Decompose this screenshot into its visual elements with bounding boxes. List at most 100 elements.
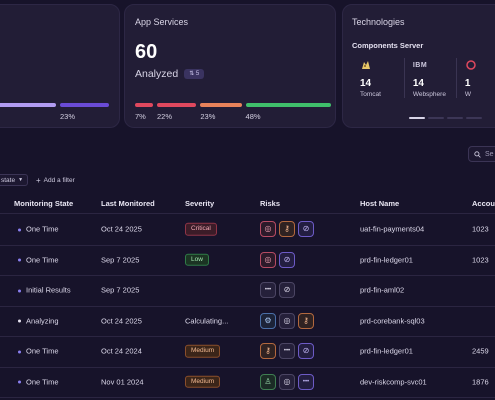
risk-icon[interactable]: ⚷ <box>298 312 314 329</box>
tech-item-websphere[interactable]: IBM 14 Websphere <box>403 58 450 98</box>
status-dot-icon <box>18 380 21 384</box>
severity-badge: Medium <box>185 375 221 388</box>
host-name[interactable]: uat-fin-payments04 <box>360 224 425 234</box>
column-account[interactable]: Accou <box>472 199 495 208</box>
column-severity[interactable]: Severity <box>185 199 215 208</box>
tech-name: Tomcat <box>360 91 381 98</box>
monitoring-state: One Time <box>18 377 59 386</box>
host-name[interactable]: dev-riskcomp-svc01 <box>360 377 427 386</box>
host-name[interactable]: prd-corebank-sql03 <box>360 316 425 325</box>
table-row[interactable]: One Time Oct 24 2024 Medium ⚷ ••• ⊘ prd-fin-le… <box>0 336 495 366</box>
risk-icon[interactable]: ••• <box>260 282 276 298</box>
severity-badge: Medium <box>185 344 221 358</box>
table-row[interactable]: One Time Sep 7 2025 Low ◎ ⊘ prd-fin-ledger01 1… <box>0 245 495 275</box>
last-monitored: Sep 7 2025 <box>101 255 140 264</box>
card-title: Technologies <box>352 17 405 27</box>
risk-icon[interactable]: ••• <box>279 343 295 359</box>
carousel-dot[interactable] <box>409 117 425 119</box>
app-services-card[interactable]: App Services 60 Analyzed ⇅ 5 7% 22% 23% 48% <box>124 4 336 128</box>
tech-count: 1 <box>464 78 471 89</box>
monitoring-state: Initial Results <box>18 286 71 295</box>
carousel-dot[interactable] <box>428 117 444 119</box>
risk-icon[interactable]: ⚙ <box>260 312 276 329</box>
severity-text: Calculating... <box>185 316 229 325</box>
table-row[interactable]: One Time Oct 24 2025 Critical ◎ ⚷ ⊘ uat-fin-pa… <box>0 214 495 244</box>
tech-logo-icon <box>465 58 495 72</box>
tech-item-tomcat[interactable]: 14 Tomcat <box>352 58 398 98</box>
progress-segment <box>0 103 56 107</box>
severity-segment <box>135 103 153 107</box>
tech-name: W <box>464 91 472 98</box>
risk-icon[interactable]: ⚷ <box>260 343 276 359</box>
tech-item-partial[interactable]: 1 W <box>455 58 495 98</box>
column-last-monitored[interactable]: Last Monitored <box>101 199 155 208</box>
add-filter-button[interactable]: + Add a filter <box>36 175 75 185</box>
risk-icon[interactable]: ••• <box>298 373 314 390</box>
host-name[interactable]: prd-fin-ledger01 <box>360 255 413 264</box>
table-row[interactable]: One Time Nov 01 2024 Medium ♙ ◎ ••• dev-riskco… <box>0 367 495 397</box>
status-dot-icon <box>18 228 21 232</box>
status-dot-icon <box>18 258 21 262</box>
host-name[interactable]: prd-fin-ledger01 <box>360 346 413 356</box>
risk-icon[interactable]: ♙ <box>260 373 276 390</box>
risk-icons: ◎ ⚷ ⊘ <box>260 221 314 237</box>
tech-count: 14 <box>360 78 372 89</box>
search-input[interactable]: Se <box>468 146 495 162</box>
monitoring-state: One Time <box>18 347 59 356</box>
status-dot-icon <box>18 350 21 354</box>
carousel-dot[interactable] <box>447 117 463 119</box>
last-monitored: Sep 7 2025 <box>101 285 140 295</box>
monitoring-state: One Time <box>18 255 59 264</box>
last-monitored: Oct 24 2025 <box>101 316 142 325</box>
account: 2459 <box>472 346 489 356</box>
severity-segment <box>157 103 197 107</box>
column-host-name[interactable]: Host Name <box>360 199 400 208</box>
risk-icon[interactable]: ◎ <box>279 373 295 390</box>
risk-icon[interactable]: ◎ <box>279 312 295 329</box>
tech-name: Websphere <box>412 91 446 98</box>
analyzed-label: Analyzed <box>135 68 179 80</box>
progress-segment <box>60 103 109 107</box>
carousel-dot[interactable] <box>466 117 482 119</box>
plus-icon: + <box>36 175 41 185</box>
host-name[interactable]: prd-fin-aml02 <box>360 285 405 295</box>
column-monitoring-state[interactable]: Monitoring State <box>14 199 74 208</box>
chevron-down-icon: ▼ <box>18 177 24 183</box>
card-title: App Services <box>135 17 189 27</box>
segment-percent: 48% <box>245 112 261 121</box>
segment-percent: 7% <box>135 112 146 121</box>
segment-percent: 23% <box>60 112 76 121</box>
column-risks[interactable]: Risks <box>260 199 281 208</box>
risk-icons: ••• ⊘ <box>260 282 295 298</box>
risk-icon[interactable]: ⊘ <box>298 221 314 237</box>
summary-card-left: 23% <box>0 4 120 128</box>
row-divider <box>0 244 495 246</box>
carousel-dots[interactable] <box>409 117 482 119</box>
row-divider <box>0 305 495 307</box>
tomcat-icon <box>360 58 398 72</box>
monitoring-state: One Time <box>18 225 59 234</box>
severity-badge: Critical <box>185 222 217 236</box>
filter-chip-state[interactable]: state ▼ <box>0 174 29 186</box>
status-dot-icon <box>18 289 21 293</box>
analyzed-count: 60 <box>135 41 158 63</box>
risk-icons: ⚙ ◎ ⚷ <box>260 312 314 329</box>
technologies-card[interactable]: Technologies Components Server 14 Tomcat… <box>342 4 495 128</box>
table-divider <box>0 213 495 214</box>
risk-icon[interactable]: ◎ <box>260 251 276 268</box>
risk-icons: ♙ ◎ ••• <box>260 373 314 390</box>
monitoring-state: Analyzing <box>18 316 59 325</box>
status-dot-icon <box>18 319 21 323</box>
row-divider <box>0 336 495 337</box>
risk-icon[interactable]: ⊘ <box>298 343 314 359</box>
risk-icon[interactable]: ⚷ <box>279 221 295 237</box>
analyzed-badge: ⇅ 5 <box>184 69 205 79</box>
table-row[interactable]: Analyzing Oct 24 2025 Calculating... ⚙ ◎ ⚷ prd… <box>0 306 495 336</box>
risk-icon[interactable]: ◎ <box>260 221 276 237</box>
risk-icon[interactable]: ⊘ <box>279 251 295 268</box>
risk-icon[interactable]: ⊘ <box>279 282 295 298</box>
table-row[interactable]: Initial Results Sep 7 2025 ••• ⊘ prd-fin-aml… <box>0 275 495 305</box>
last-monitored: Oct 24 2024 <box>101 346 142 356</box>
account: 1023 <box>472 255 489 264</box>
account: 1876 <box>472 377 489 386</box>
